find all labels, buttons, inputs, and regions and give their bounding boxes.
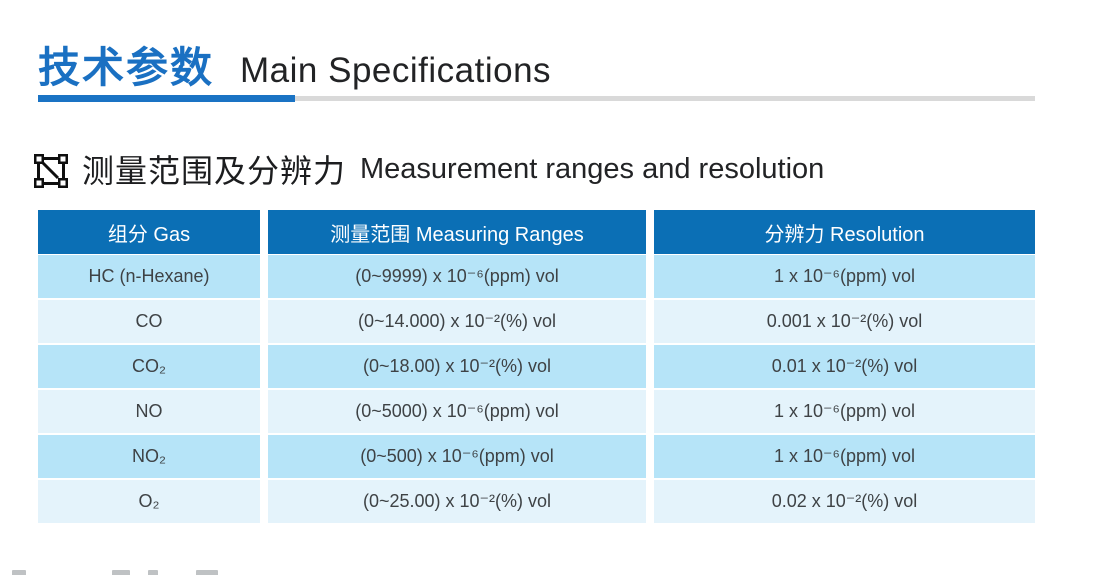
cell-gas: CO₂: [38, 345, 260, 388]
col-header-resolution: 分辨力 Resolution: [654, 210, 1035, 254]
cell-range: (0~500) x 10⁻⁶(ppm) vol: [268, 435, 646, 478]
transform-selection-icon: [34, 154, 68, 188]
page-header: 技术参数 Main Specifications: [38, 34, 1035, 95]
col-header-range: 测量范围 Measuring Ranges: [268, 210, 646, 254]
cell-range: (0~9999) x 10⁻⁶(ppm) vol: [268, 255, 646, 298]
section-title-zh: 测量范围及分辨力: [82, 153, 347, 189]
title-underline-gray: [38, 96, 1035, 101]
cell-resolution: 1 x 10⁻⁶(ppm) vol: [654, 255, 1035, 298]
cell-resolution: 0.01 x 10⁻²(%) vol: [654, 345, 1035, 388]
col-header-gas: 组分 Gas: [38, 210, 260, 254]
cell-resolution: 1 x 10⁻⁶(ppm) vol: [654, 435, 1035, 478]
cell-range: (0~18.00) x 10⁻²(%) vol: [268, 345, 646, 388]
page-title-en: Main Specifications: [240, 51, 552, 90]
cell-resolution: 1 x 10⁻⁶(ppm) vol: [654, 390, 1035, 433]
specifications-table: 组分 Gas 测量范围 Measuring Ranges 分辨力 Resolut…: [38, 210, 1035, 523]
title-underline: [38, 95, 1035, 102]
page-title-zh: 技术参数: [38, 44, 215, 91]
cell-range: (0~25.00) x 10⁻²(%) vol: [268, 480, 646, 523]
title-underline-blue: [38, 95, 295, 102]
clipped-next-section-text: [0, 566, 260, 575]
cell-resolution: 0.001 x 10⁻²(%) vol: [654, 300, 1035, 343]
cell-gas: CO: [38, 300, 260, 343]
section-header: 测量范围及分辨力 Measurement ranges and resoluti…: [34, 146, 1034, 192]
cell-resolution: 0.02 x 10⁻²(%) vol: [654, 480, 1035, 523]
cell-range: (0~5000) x 10⁻⁶(ppm) vol: [268, 390, 646, 433]
cell-gas: NO: [38, 390, 260, 433]
section-title-en: Measurement ranges and resolution: [360, 152, 825, 185]
cell-gas: HC (n-Hexane): [38, 255, 260, 298]
cell-gas: O₂: [38, 480, 260, 523]
cell-range: (0~14.000) x 10⁻²(%) vol: [268, 300, 646, 343]
cell-gas: NO₂: [38, 435, 260, 478]
